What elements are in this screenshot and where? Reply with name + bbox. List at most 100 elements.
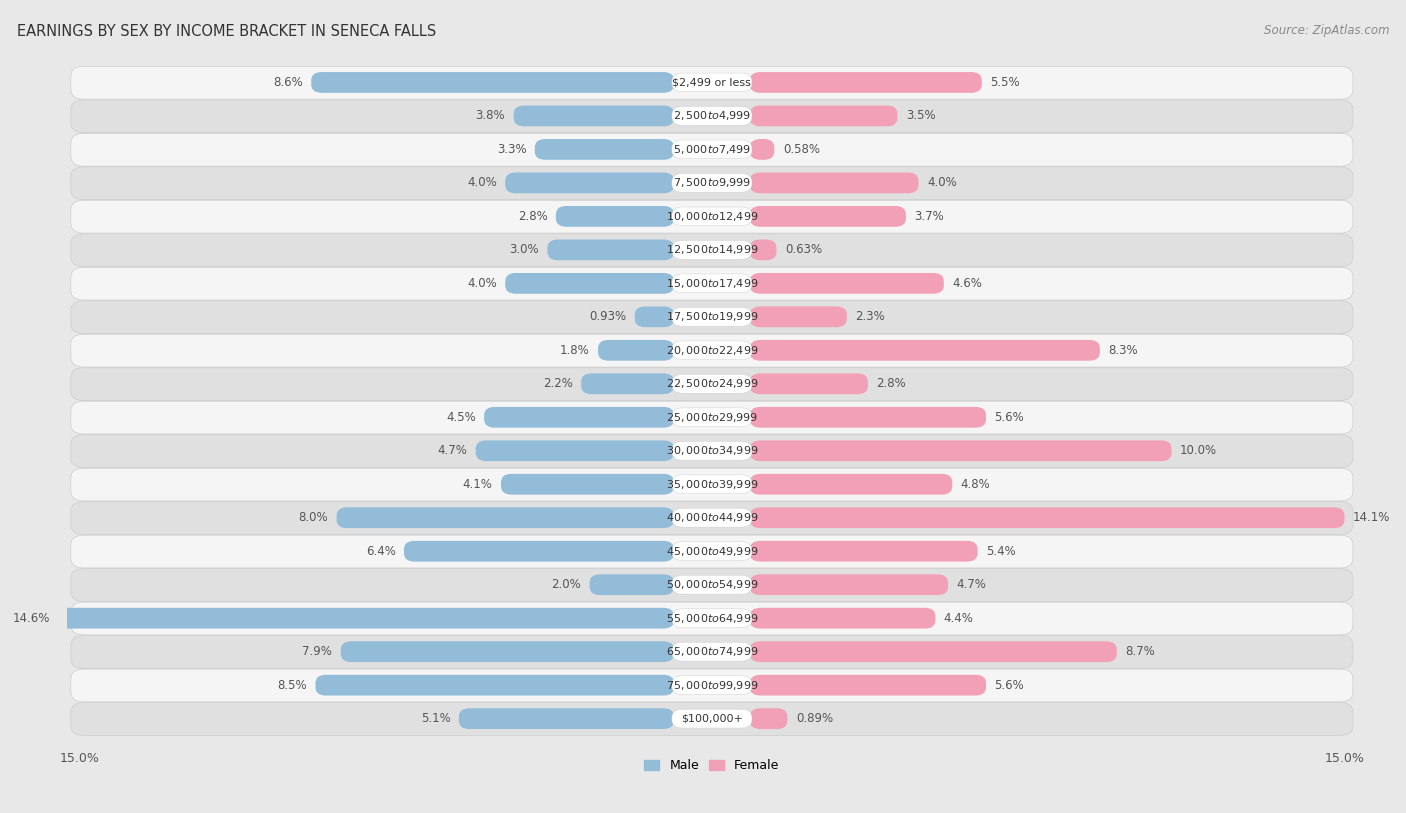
FancyBboxPatch shape — [749, 106, 897, 126]
FancyBboxPatch shape — [555, 206, 673, 227]
FancyBboxPatch shape — [598, 340, 673, 361]
FancyBboxPatch shape — [749, 507, 1344, 528]
FancyBboxPatch shape — [672, 140, 752, 159]
FancyBboxPatch shape — [749, 708, 787, 729]
FancyBboxPatch shape — [749, 675, 986, 696]
FancyBboxPatch shape — [70, 334, 1353, 367]
FancyBboxPatch shape — [70, 502, 1353, 534]
Text: 4.4%: 4.4% — [943, 611, 974, 624]
FancyBboxPatch shape — [749, 608, 935, 628]
Text: 3.5%: 3.5% — [905, 110, 935, 123]
Text: 0.89%: 0.89% — [796, 712, 832, 725]
FancyBboxPatch shape — [70, 535, 1353, 568]
Text: 3.0%: 3.0% — [509, 243, 538, 256]
Text: 8.7%: 8.7% — [1125, 646, 1154, 659]
FancyBboxPatch shape — [70, 367, 1353, 401]
Text: $45,000 to $49,999: $45,000 to $49,999 — [665, 545, 758, 558]
Text: 4.6%: 4.6% — [952, 277, 983, 290]
FancyBboxPatch shape — [672, 207, 752, 226]
Text: $40,000 to $44,999: $40,000 to $44,999 — [665, 511, 758, 524]
Text: $20,000 to $22,499: $20,000 to $22,499 — [665, 344, 758, 357]
Legend: Male, Female: Male, Female — [640, 754, 785, 777]
Text: 6.4%: 6.4% — [366, 545, 395, 558]
FancyBboxPatch shape — [672, 408, 752, 427]
Text: 4.7%: 4.7% — [437, 444, 467, 457]
FancyBboxPatch shape — [484, 406, 673, 428]
FancyBboxPatch shape — [70, 234, 1353, 267]
FancyBboxPatch shape — [749, 541, 977, 562]
FancyBboxPatch shape — [672, 475, 752, 493]
Text: 8.5%: 8.5% — [277, 679, 307, 692]
Text: $17,500 to $19,999: $17,500 to $19,999 — [665, 311, 758, 324]
FancyBboxPatch shape — [749, 474, 952, 494]
FancyBboxPatch shape — [749, 206, 905, 227]
FancyBboxPatch shape — [672, 576, 752, 594]
Text: 7.9%: 7.9% — [302, 646, 332, 659]
Text: 4.7%: 4.7% — [956, 578, 987, 591]
FancyBboxPatch shape — [505, 273, 673, 293]
FancyBboxPatch shape — [672, 676, 752, 694]
Text: 5.6%: 5.6% — [994, 679, 1024, 692]
FancyBboxPatch shape — [672, 441, 752, 460]
Text: 5.6%: 5.6% — [994, 411, 1024, 424]
Text: 4.0%: 4.0% — [927, 176, 956, 189]
Text: $50,000 to $54,999: $50,000 to $54,999 — [665, 578, 758, 591]
FancyBboxPatch shape — [70, 301, 1353, 333]
FancyBboxPatch shape — [672, 709, 752, 728]
Text: $100,000+: $100,000+ — [681, 714, 742, 724]
FancyBboxPatch shape — [70, 167, 1353, 200]
Text: 14.6%: 14.6% — [13, 611, 49, 624]
FancyBboxPatch shape — [672, 107, 752, 125]
FancyBboxPatch shape — [70, 267, 1353, 300]
Text: 5.4%: 5.4% — [986, 545, 1015, 558]
FancyBboxPatch shape — [505, 172, 673, 193]
FancyBboxPatch shape — [672, 541, 752, 561]
Text: $22,500 to $24,999: $22,500 to $24,999 — [665, 377, 758, 390]
FancyBboxPatch shape — [336, 507, 673, 528]
FancyBboxPatch shape — [749, 574, 948, 595]
FancyBboxPatch shape — [458, 708, 673, 729]
Text: $15,000 to $17,499: $15,000 to $17,499 — [665, 277, 758, 290]
Text: 4.8%: 4.8% — [960, 478, 990, 491]
Text: 3.3%: 3.3% — [496, 143, 526, 156]
FancyBboxPatch shape — [672, 341, 752, 359]
Text: 2.8%: 2.8% — [876, 377, 905, 390]
FancyBboxPatch shape — [70, 200, 1353, 233]
Text: $75,000 to $99,999: $75,000 to $99,999 — [665, 679, 758, 692]
Text: EARNINGS BY SEX BY INCOME BRACKET IN SENECA FALLS: EARNINGS BY SEX BY INCOME BRACKET IN SEN… — [17, 24, 436, 39]
FancyBboxPatch shape — [311, 72, 673, 93]
FancyBboxPatch shape — [404, 541, 673, 562]
FancyBboxPatch shape — [749, 240, 776, 260]
FancyBboxPatch shape — [340, 641, 673, 662]
Text: 4.5%: 4.5% — [446, 411, 475, 424]
Text: 0.93%: 0.93% — [589, 311, 626, 324]
FancyBboxPatch shape — [547, 240, 673, 260]
Text: $25,000 to $29,999: $25,000 to $29,999 — [666, 411, 758, 424]
Text: $2,500 to $4,999: $2,500 to $4,999 — [672, 110, 751, 123]
FancyBboxPatch shape — [70, 401, 1353, 434]
FancyBboxPatch shape — [749, 172, 918, 193]
Text: 8.0%: 8.0% — [298, 511, 328, 524]
Text: 5.1%: 5.1% — [420, 712, 450, 725]
FancyBboxPatch shape — [672, 375, 752, 393]
Text: $65,000 to $74,999: $65,000 to $74,999 — [665, 646, 758, 659]
FancyBboxPatch shape — [70, 468, 1353, 501]
Text: 3.7%: 3.7% — [914, 210, 943, 223]
FancyBboxPatch shape — [672, 508, 752, 527]
Text: 4.0%: 4.0% — [467, 176, 496, 189]
Text: 0.58%: 0.58% — [783, 143, 820, 156]
Text: Source: ZipAtlas.com: Source: ZipAtlas.com — [1264, 24, 1389, 37]
Text: 0.63%: 0.63% — [785, 243, 823, 256]
Text: 2.3%: 2.3% — [855, 311, 884, 324]
FancyBboxPatch shape — [58, 608, 673, 628]
Text: 4.1%: 4.1% — [463, 478, 492, 491]
FancyBboxPatch shape — [749, 406, 986, 428]
Text: $12,500 to $14,999: $12,500 to $14,999 — [665, 243, 758, 256]
Text: 2.0%: 2.0% — [551, 578, 581, 591]
FancyBboxPatch shape — [475, 441, 673, 461]
FancyBboxPatch shape — [70, 636, 1353, 668]
Text: 8.6%: 8.6% — [273, 76, 302, 89]
Text: 4.0%: 4.0% — [467, 277, 496, 290]
FancyBboxPatch shape — [70, 100, 1353, 133]
FancyBboxPatch shape — [501, 474, 673, 494]
